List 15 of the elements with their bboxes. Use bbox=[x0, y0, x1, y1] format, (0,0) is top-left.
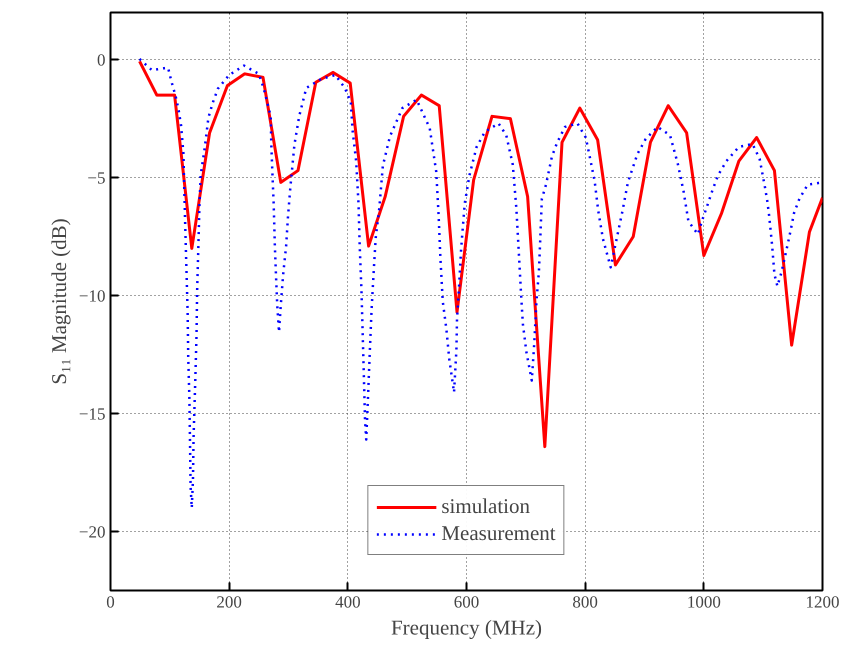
x-tick-label: 1200 bbox=[806, 592, 840, 612]
y-tick-label: −10 bbox=[78, 286, 106, 306]
y-tick-label: −5 bbox=[87, 168, 106, 188]
x-axis-title: Frequency (MHz) bbox=[390, 616, 542, 640]
x-tick-label: 200 bbox=[216, 592, 242, 612]
y-tick-label: −15 bbox=[78, 404, 106, 424]
y-tick-label: −20 bbox=[78, 522, 106, 542]
x-tick-label: 1000 bbox=[686, 592, 721, 612]
x-tick-label: 600 bbox=[454, 592, 480, 612]
y-axis-title: S₁₁ Magnitude (dB) bbox=[46, 218, 71, 385]
y-tick-label: 0 bbox=[97, 50, 106, 70]
x-tick-label: 400 bbox=[335, 592, 361, 612]
legend-label: simulation bbox=[441, 494, 530, 519]
legend-label: Measurement bbox=[441, 521, 556, 546]
x-tick-label: 800 bbox=[572, 592, 598, 612]
